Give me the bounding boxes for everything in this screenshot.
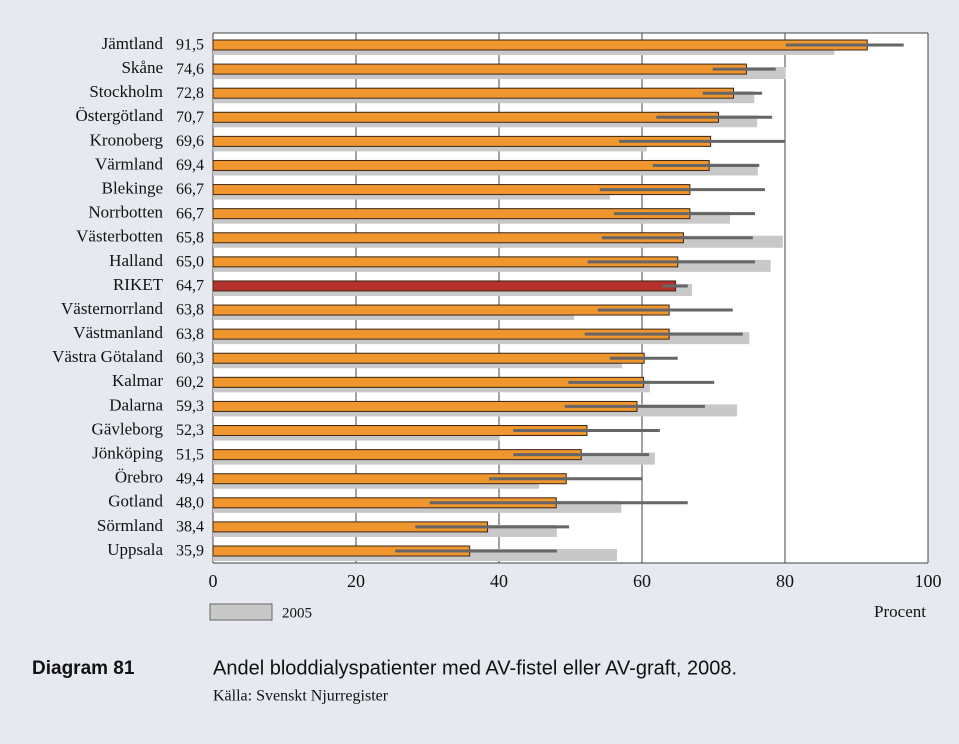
x-tick-label: 80	[776, 571, 794, 591]
bar	[212, 87, 735, 99]
x-axis-label: Procent	[874, 602, 926, 621]
y-tick-label: Sörmland	[97, 516, 164, 535]
value-label: 63,8	[176, 302, 204, 319]
bar	[212, 280, 677, 292]
value-label: 72,8	[176, 85, 204, 102]
y-tick-label: Skåne	[121, 58, 163, 77]
y-tick-label: Gotland	[108, 492, 163, 511]
y-tick-label: Jönköping	[92, 444, 163, 463]
x-tick-label: 20	[347, 571, 365, 591]
y-tick-label: Norrbotten	[88, 203, 163, 222]
y-tick-label: Västra Götaland	[52, 347, 163, 366]
value-label: 69,6	[176, 133, 204, 150]
value-label: 66,7	[176, 205, 204, 222]
value-label: 70,7	[176, 109, 204, 126]
x-tick-label: 100	[915, 571, 942, 591]
y-tick-label: Västmanland	[73, 323, 163, 342]
y-tick-label: Västerbotten	[76, 227, 163, 246]
y-tick-label: Dalarna	[109, 395, 163, 414]
source: Källa: Svenskt Njurregister	[213, 688, 389, 705]
y-tick-label: Jämtland	[102, 34, 164, 53]
value-label: 64,7	[176, 278, 204, 295]
value-label: 60,2	[176, 374, 204, 391]
x-tick-label: 40	[490, 571, 508, 591]
y-tick-label: Halland	[109, 251, 163, 270]
y-tick-label: Uppsala	[107, 540, 163, 559]
value-label: 65,0	[176, 254, 204, 271]
value-label: 65,8	[176, 229, 204, 246]
x-tick-label: 0	[209, 571, 218, 591]
value-label: 35,9	[176, 543, 204, 560]
value-label: 60,3	[176, 350, 204, 367]
figure-label: Diagram 81	[32, 658, 135, 679]
bar	[212, 111, 720, 123]
bar	[212, 63, 747, 75]
y-tick-label: Kalmar	[112, 371, 163, 390]
legend-swatch	[209, 603, 273, 621]
bar	[212, 39, 868, 51]
bar	[212, 352, 645, 364]
value-label: 51,5	[176, 446, 204, 463]
value-label: 49,4	[176, 470, 204, 487]
value-label: 48,0	[176, 494, 204, 511]
y-tick-label: Blekinge	[102, 178, 163, 197]
y-tick-label: Örebro	[115, 468, 163, 487]
value-label: 52,3	[176, 422, 204, 439]
bar	[212, 159, 710, 171]
value-label: 63,8	[176, 326, 204, 343]
value-label: 59,3	[176, 398, 204, 415]
y-tick-label: Värmland	[95, 154, 163, 173]
value-label: 38,4	[176, 519, 204, 536]
y-tick-label: Stockholm	[89, 82, 163, 101]
value-label: 74,6	[176, 61, 204, 78]
caption: Andel bloddialyspatienter med AV-fistel …	[213, 657, 737, 679]
y-tick-label: Kronoberg	[90, 130, 164, 149]
value-label: 91,5	[176, 37, 204, 54]
legend-label: 2005	[282, 605, 312, 621]
value-label: 66,7	[176, 181, 204, 198]
value-label: 69,4	[176, 157, 204, 174]
y-tick-label: Östergötland	[75, 106, 163, 125]
y-tick-label: RIKET	[113, 275, 164, 294]
y-tick-label: Gävleborg	[92, 419, 164, 438]
y-tick-label: Västernorrland	[61, 299, 163, 318]
x-tick-label: 60	[633, 571, 651, 591]
